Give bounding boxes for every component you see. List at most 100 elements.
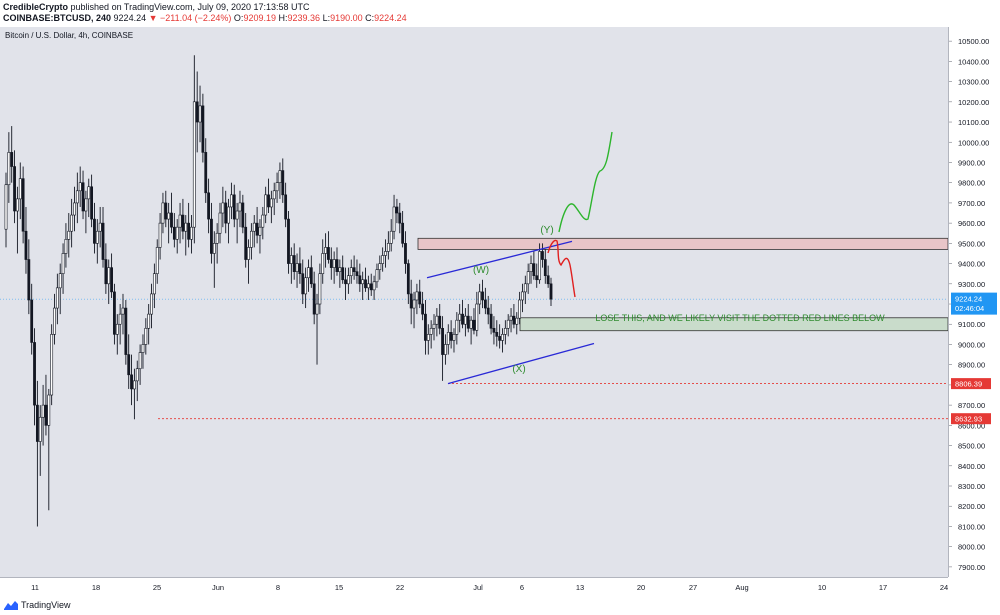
candle bbox=[304, 267, 308, 309]
candle-body bbox=[55, 287, 59, 309]
candle bbox=[375, 263, 379, 288]
candle bbox=[55, 273, 59, 325]
candle-body bbox=[549, 283, 553, 300]
candle-body bbox=[372, 281, 376, 291]
candle bbox=[4, 172, 8, 248]
ohlc-line: COINBASE:BTCUSD, 240 9224.24 ▼ −211.04 (… bbox=[3, 13, 407, 24]
y-tick-label: 9300.00 bbox=[958, 280, 985, 289]
x-tick-label: 22 bbox=[396, 583, 404, 592]
candle-body bbox=[155, 247, 159, 274]
candle-body bbox=[429, 327, 433, 335]
candle-body bbox=[338, 267, 342, 272]
candle bbox=[338, 259, 342, 288]
candle bbox=[201, 93, 205, 163]
candle bbox=[150, 283, 153, 329]
price-chart[interactable]: Bitcoin / U.S. Dollar, 4h, COINBASE LOSE… bbox=[0, 27, 948, 577]
time-axis[interactable]: 11 18 25 Jun 8 15 22 Jul 6 13 20 27 Aug 10 17 24 bbox=[0, 577, 948, 598]
candle-body bbox=[329, 259, 333, 268]
candle-body bbox=[195, 101, 199, 123]
candle bbox=[372, 275, 376, 300]
candle bbox=[218, 202, 222, 244]
last-price: 9224.24 bbox=[113, 13, 147, 23]
candle-body bbox=[158, 222, 162, 248]
candle-body bbox=[115, 323, 119, 335]
candle-body bbox=[463, 315, 467, 325]
candle-body bbox=[298, 263, 302, 274]
candle-body bbox=[221, 202, 225, 214]
candle bbox=[369, 273, 373, 296]
candle-body bbox=[418, 291, 422, 305]
candle-body bbox=[104, 259, 108, 285]
brand-name: TradingView bbox=[21, 600, 71, 610]
candle-body bbox=[335, 259, 339, 272]
candle bbox=[301, 259, 305, 305]
x-tick-label: 11 bbox=[31, 583, 39, 592]
candle bbox=[523, 275, 527, 305]
author-name[interactable]: CredibleCrypto bbox=[3, 2, 69, 12]
candle-body bbox=[187, 222, 191, 240]
candle-body bbox=[389, 230, 393, 244]
y-tick-label: 10400.00 bbox=[958, 57, 989, 66]
candle-body bbox=[384, 251, 387, 256]
candle-body bbox=[412, 299, 416, 309]
candle-body bbox=[204, 152, 208, 194]
candle bbox=[449, 320, 453, 349]
candle bbox=[521, 283, 524, 313]
candle-body bbox=[332, 259, 336, 268]
candle-body bbox=[498, 336, 502, 341]
candle bbox=[347, 267, 350, 294]
price-axis-svg: 7900.00 8000.00 8100.00 8200.00 8300.00 8400.… bbox=[949, 37, 997, 572]
candle-body bbox=[501, 334, 504, 341]
candle-body bbox=[87, 186, 91, 200]
candle bbox=[543, 249, 547, 284]
candle-body bbox=[84, 198, 88, 212]
chart-header: CredibleCrypto published on TradingView.… bbox=[0, 0, 1000, 27]
candle-body bbox=[192, 101, 196, 228]
candle-body bbox=[521, 291, 524, 301]
candle bbox=[13, 150, 16, 224]
candle bbox=[195, 71, 199, 153]
wave-label-w: (W) bbox=[473, 265, 489, 276]
candle-body bbox=[201, 105, 205, 153]
y-tick-label: 9500.00 bbox=[958, 239, 985, 248]
candle-body bbox=[252, 222, 256, 232]
candle-body bbox=[426, 334, 430, 341]
candle bbox=[210, 202, 213, 264]
candle bbox=[361, 271, 365, 300]
candle-body bbox=[255, 222, 259, 236]
candle bbox=[258, 219, 262, 254]
y-tick-label: 8700.00 bbox=[958, 401, 985, 410]
candle-body bbox=[35, 404, 39, 442]
candle bbox=[355, 259, 359, 284]
candle bbox=[272, 182, 276, 216]
chart-pane[interactable]: Bitcoin / U.S. Dollar, 4h, COINBASE LOSE… bbox=[0, 27, 948, 577]
candle bbox=[264, 186, 268, 224]
candle bbox=[549, 277, 553, 307]
price-axis[interactable]: 7900.00 8000.00 8100.00 8200.00 8300.00 8400.… bbox=[948, 27, 1000, 577]
candle bbox=[118, 304, 122, 345]
candle bbox=[7, 132, 11, 203]
candle-body bbox=[98, 222, 102, 232]
close-label: C: bbox=[365, 13, 375, 23]
tradingview-logo[interactable]: TradingView bbox=[4, 600, 71, 610]
bearish-projection-path bbox=[547, 239, 576, 298]
candle bbox=[235, 202, 239, 244]
candle-body bbox=[241, 202, 245, 228]
candle bbox=[386, 231, 390, 260]
x-tick-label: 6 bbox=[520, 583, 524, 592]
candle-body bbox=[421, 303, 424, 315]
x-tick-label: 25 bbox=[153, 583, 161, 592]
y-tick-label: 8400.00 bbox=[958, 462, 985, 471]
candle-body bbox=[375, 269, 379, 283]
candle bbox=[187, 202, 191, 248]
candle bbox=[181, 198, 185, 240]
y-tick-label: 9100.00 bbox=[958, 320, 985, 329]
candle-body bbox=[127, 354, 131, 376]
candle-body bbox=[395, 206, 399, 214]
candle-body bbox=[458, 313, 462, 321]
candle bbox=[458, 304, 462, 333]
y-tick-label: 9400.00 bbox=[958, 260, 985, 269]
candle bbox=[444, 334, 447, 365]
candle-body bbox=[424, 313, 427, 341]
price-badge bbox=[951, 413, 991, 425]
